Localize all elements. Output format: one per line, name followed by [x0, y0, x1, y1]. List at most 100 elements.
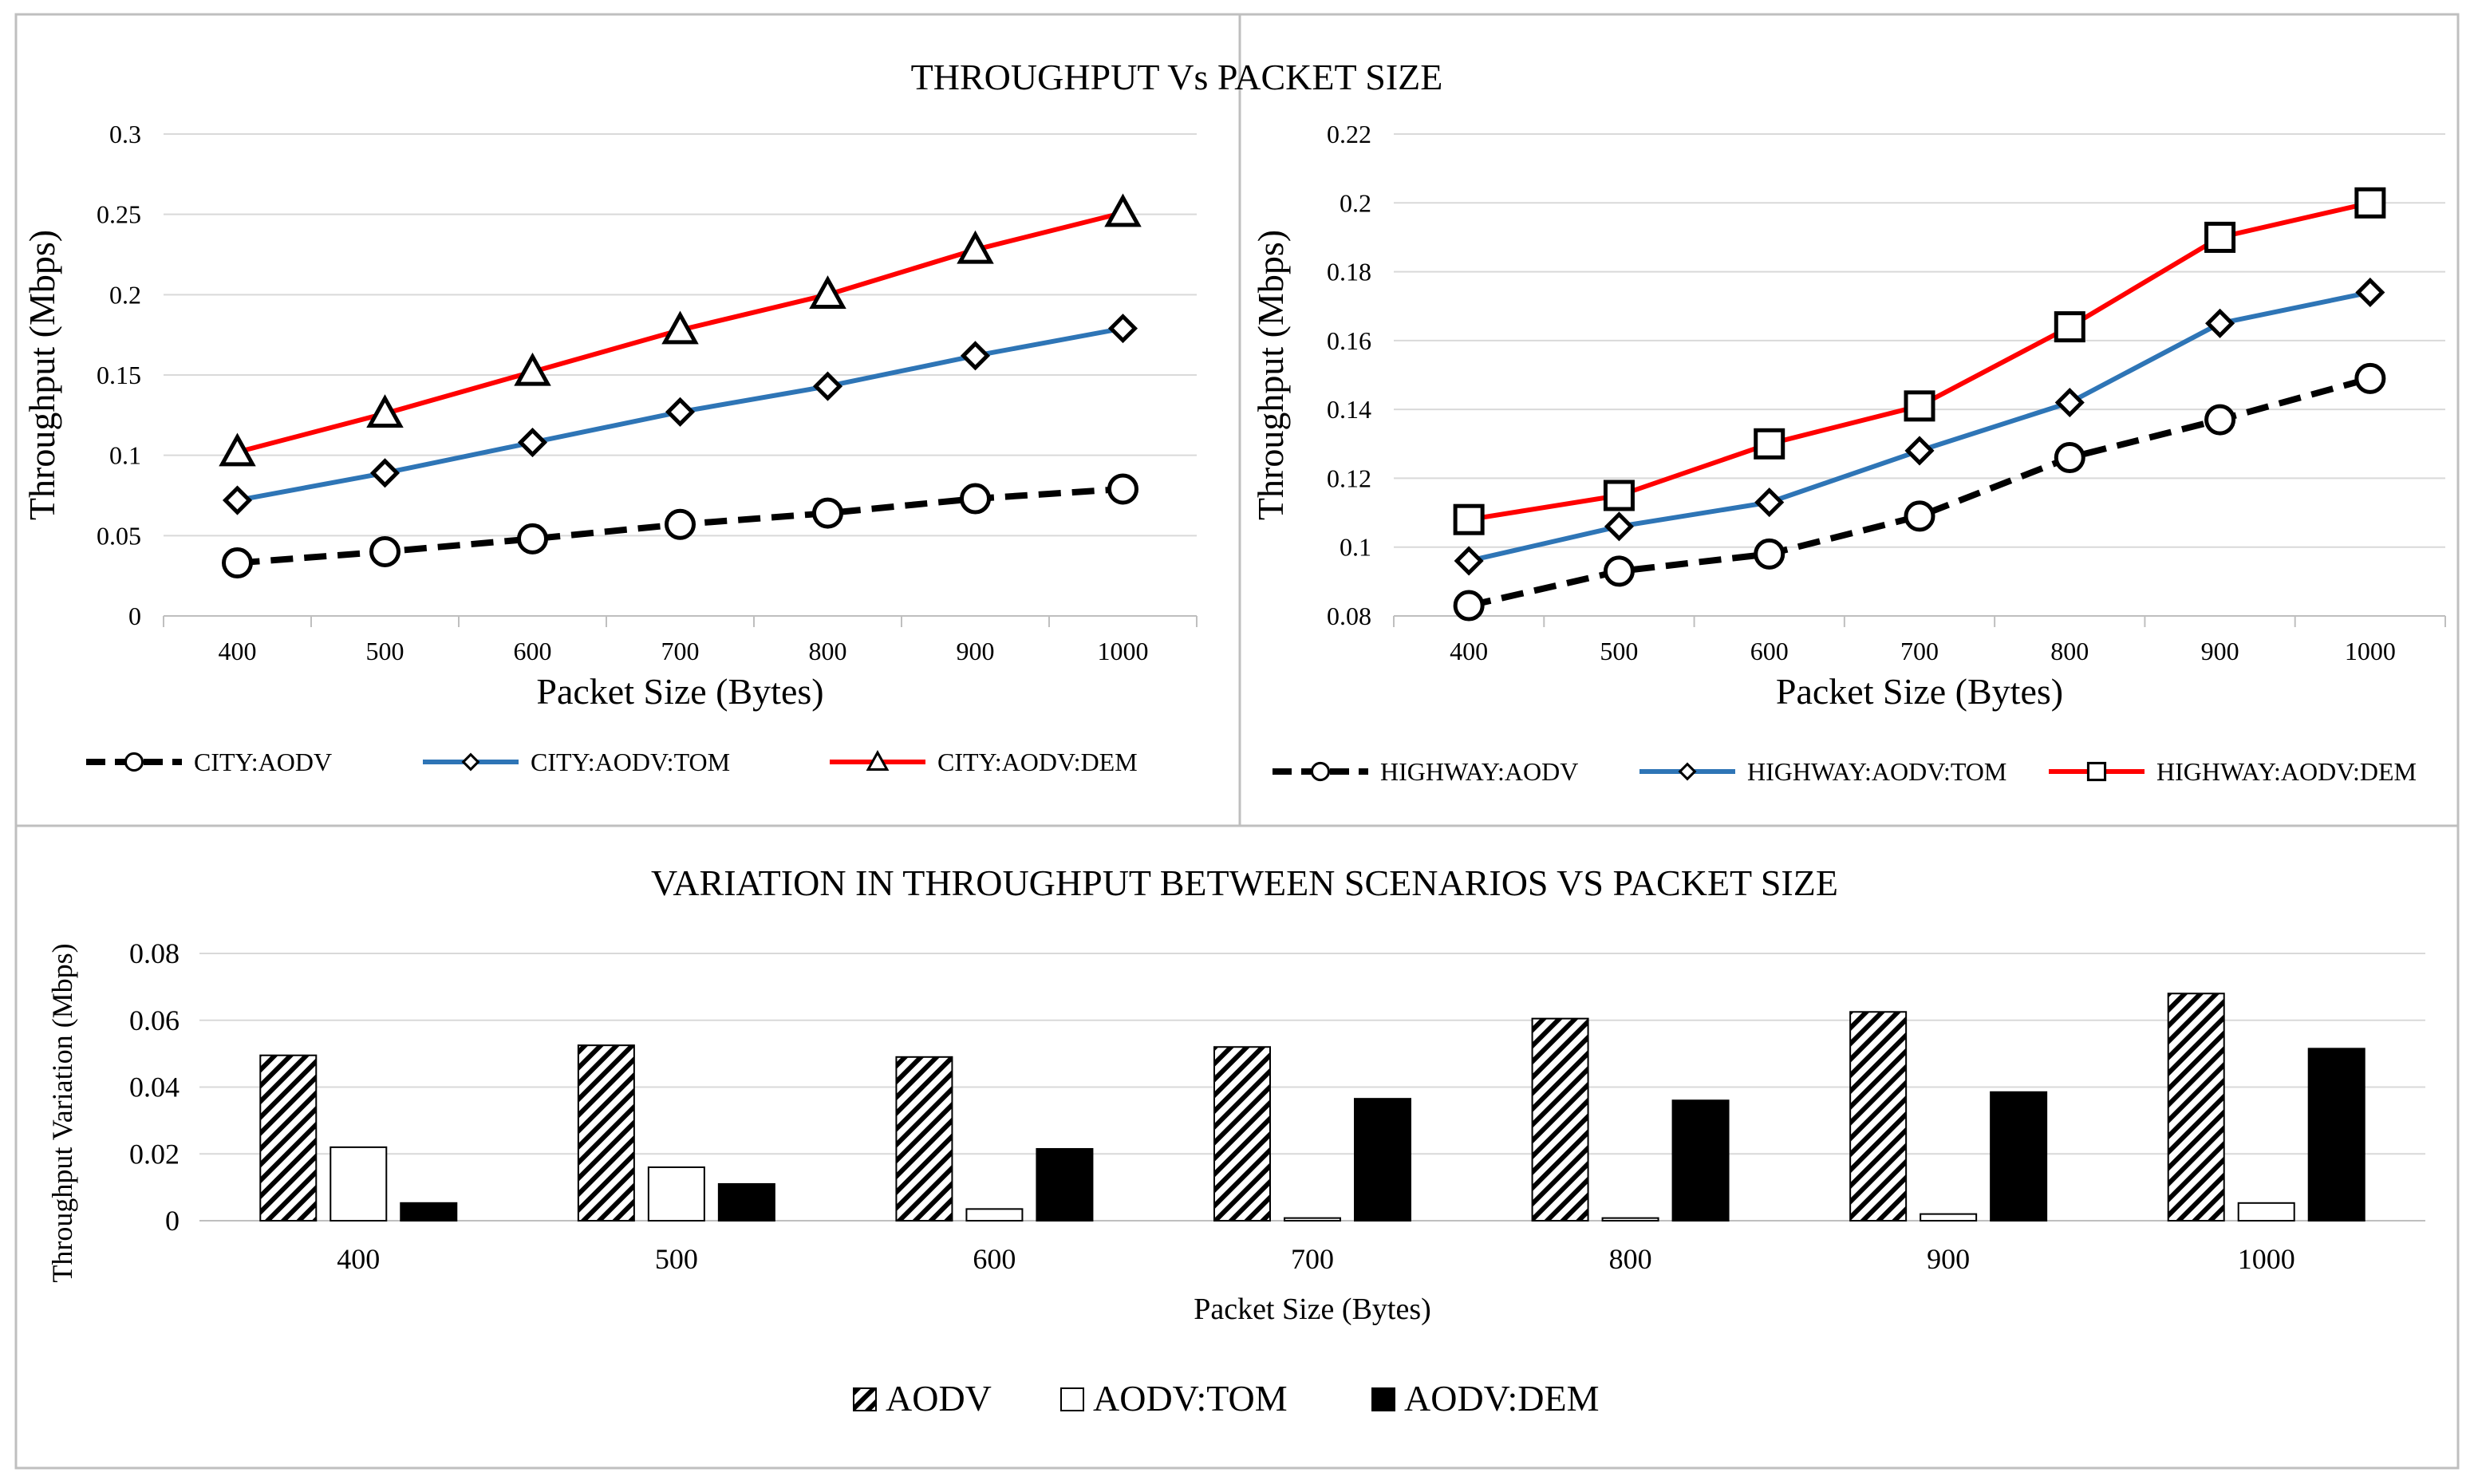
x-tick-label: 1000	[1098, 637, 1149, 665]
x-tick-label: 1000	[2345, 637, 2396, 665]
legend-swatch-marker	[124, 752, 144, 772]
y-axis-title: Throughput (Mbps)	[1250, 230, 1291, 520]
data-point-circle	[1453, 590, 1485, 622]
data-point-circle	[2204, 404, 2236, 436]
y-tick-label: 0	[128, 602, 141, 630]
data-point-circle	[369, 535, 400, 567]
bar-aodv-dem	[1990, 1091, 2048, 1222]
y-tick-label: 0.22	[1327, 120, 1371, 148]
data-point-diamond	[517, 428, 548, 458]
x-tick-label: 400	[337, 1243, 380, 1275]
data-point-circle	[222, 547, 253, 579]
data-point-square	[1603, 480, 1635, 511]
y-axis-title: Throughput (Mbps)	[22, 230, 62, 520]
y-tick-label: 0.25	[97, 200, 141, 229]
x-axis-title: Packet Size (Bytes)	[536, 671, 823, 712]
main-title: THROUGHPUT Vs PACKET SIZE	[911, 57, 1443, 97]
y-tick-label: 0.04	[129, 1072, 180, 1103]
x-tick-label: 700	[661, 637, 700, 665]
data-point-circle	[960, 483, 991, 515]
data-point-circle	[517, 523, 548, 555]
bar-aodv	[1849, 1011, 1908, 1222]
city-line-chart: 0 0.05 0.1 0.15 0.2 0.25 0.3 400 500 600 700 800 900…	[22, 120, 1198, 776]
x-tick-label: 600	[514, 637, 552, 665]
data-point-square	[2054, 311, 2085, 343]
data-point-diamond	[812, 371, 843, 401]
legend-label: AODV:DEM	[1404, 1378, 1599, 1419]
x-tick-label: 500	[366, 637, 404, 665]
data-point-circle	[1754, 538, 1785, 570]
data-point-diamond	[1107, 314, 1138, 344]
legend-label: CITY:AODV:TOM	[531, 748, 730, 776]
y-tick-label: 0.12	[1327, 464, 1371, 492]
x-tick-label: 800	[1609, 1243, 1652, 1275]
data-point-square	[2204, 221, 2236, 253]
y-tick-label: 0.15	[97, 361, 141, 389]
highway-line-chart: 0.08 0.1 0.12 0.14 0.16 0.18 0.2 0.22 400 500 600 7…	[1250, 120, 2446, 786]
y-axis-title: Throughput Variation (Mbps)	[46, 943, 78, 1282]
legend-swatch-marker	[1310, 761, 1331, 782]
data-point-circle	[1603, 555, 1635, 587]
legend-label: CITY:AODV	[194, 748, 332, 776]
bar-aodv	[1531, 1017, 1589, 1222]
y-tick-label: 0.08	[1327, 602, 1371, 630]
x-tick-label: 600	[973, 1243, 1016, 1275]
bar-aodv-tom	[647, 1166, 705, 1222]
y-tick-label: 0.14	[1327, 395, 1371, 424]
x-tick-label: 700	[1900, 637, 1939, 665]
bar-aodv	[2167, 993, 2225, 1222]
x-tick-label: 900	[1927, 1243, 1970, 1275]
legend-swatch	[1060, 1387, 1084, 1411]
bar-aodv-tom	[1920, 1213, 1978, 1222]
data-point-square	[1453, 503, 1485, 535]
data-point-diamond	[1754, 487, 1785, 518]
bar-aodv-tom	[965, 1208, 1024, 1222]
x-tick-label: 600	[1750, 637, 1789, 665]
bar-aodv-dem	[2307, 1048, 2365, 1222]
data-point-diamond	[369, 458, 400, 488]
data-point-circle	[1904, 500, 1935, 532]
x-tick-label: 500	[655, 1243, 698, 1275]
y-tick-label: 0.08	[129, 937, 180, 969]
y-tick-label: 0.06	[129, 1004, 180, 1036]
x-axis-title: Packet Size (Bytes)	[1194, 1293, 1431, 1326]
legend-swatch	[1371, 1387, 1395, 1411]
y-tick-label: 0.2	[109, 280, 141, 309]
x-tick-label: 700	[1291, 1243, 1334, 1275]
legend-swatch	[853, 1387, 877, 1411]
legend-label: HIGHWAY:AODV:TOM	[1747, 757, 2006, 786]
data-point-triangle	[514, 352, 551, 386]
bar-aodv-tom	[1601, 1217, 1659, 1222]
data-point-circle	[665, 508, 696, 540]
data-point-circle	[812, 497, 843, 529]
bar-aodv	[1213, 1046, 1271, 1222]
variation-chart-title: VARIATION IN THROUGHPUT BETWEEN SCENARIO…	[651, 862, 1838, 903]
data-point-triangle	[1104, 193, 1142, 227]
data-point-diamond	[2205, 308, 2235, 338]
y-tick-label: 0.02	[129, 1138, 180, 1170]
bar-aodv-dem	[1036, 1147, 1094, 1222]
data-point-diamond	[665, 397, 696, 427]
y-tick-label: 0.16	[1327, 326, 1371, 355]
x-tick-label: 1000	[2238, 1243, 2295, 1275]
data-point-triangle	[957, 230, 994, 264]
variation-bar-chart: 0 0.02 0.04 0.06 0.08 400 500 600 700 800 900 1000 P…	[46, 937, 2425, 1419]
bar-aodv-dem	[1671, 1099, 1730, 1222]
bar-aodv	[895, 1056, 953, 1222]
x-tick-label: 900	[957, 637, 995, 665]
y-tick-label: 0.3	[109, 120, 141, 148]
bar-aodv-tom	[2237, 1202, 2295, 1222]
bar-aodv-dem	[400, 1202, 458, 1222]
y-tick-label: 0.1	[1340, 533, 1371, 562]
data-point-diamond	[1604, 511, 1634, 542]
legend-label: HIGHWAY:AODV:DEM	[2156, 757, 2417, 786]
bar-aodv-tom	[1284, 1217, 1341, 1222]
data-point-triangle	[219, 432, 256, 467]
bar-aodv	[577, 1044, 635, 1222]
x-tick-label: 800	[2050, 637, 2089, 665]
data-point-triangle	[809, 275, 846, 310]
data-point-square	[2354, 187, 2386, 219]
legend-swatch-marker	[866, 750, 890, 771]
